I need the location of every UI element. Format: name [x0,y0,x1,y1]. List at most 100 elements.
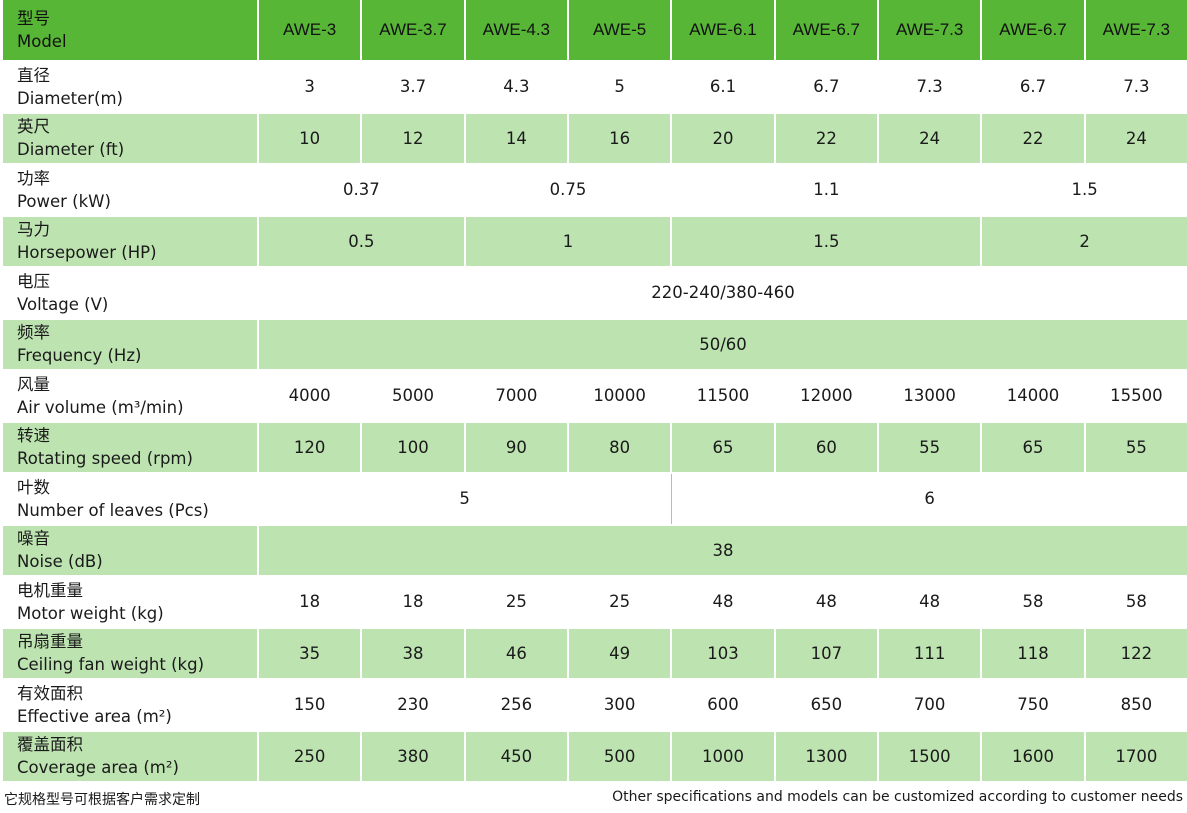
row-label-cn: 转速 [17,426,50,446]
row-label: 直径 Diameter(m) [3,62,257,112]
value-cell: 1 [465,216,671,266]
value-cell: 256 [465,680,567,730]
table-row: 有效面积 Effective area (m²) 150 230 256 300 600 65… [3,680,1187,732]
row-label-cn: 吊扇重量 [17,632,83,652]
row-label-cn: 电压 [17,271,50,291]
value-cell: 49 [569,628,671,678]
row-label-cn: 电机重量 [17,580,83,600]
table-row: 功率 Power (kW) 0.37 0.75 1.1 1.5 [3,165,1187,217]
row-label-en: Power (kW) [17,191,111,211]
value-cell: 0.5 [259,216,464,266]
row-label-en: Horsepower (HP) [17,243,157,263]
value-cell: 103 [672,628,774,678]
value-cell: 5 [259,474,671,524]
value-cell: 38 [362,628,464,678]
row-label-cn: 马力 [17,220,50,240]
row-label-en: Effective area (m²) [17,706,172,726]
row-label-en: Diameter(m) [17,88,123,108]
model-header-cell: AWE-6.7 [775,0,877,60]
row-label-cn: 叶数 [17,477,50,497]
value-cell: 120 [259,422,361,472]
row-label: 电机重量 Motor weight (kg) [3,577,257,627]
table-row: 英尺 Diameter (ft) 10 12 14 16 20 22 24 22 24 [3,113,1187,165]
row-label-cn: 风量 [17,374,50,394]
row-label-en: Air volume (m³/min) [17,397,184,417]
value-cell: 55 [1085,422,1187,472]
value-cell: 12000 [775,371,877,421]
header-label: 型号 Model [3,0,257,60]
value-cell: 18 [362,577,464,627]
value-cell: 58 [1085,577,1187,627]
row-label: 噪音 Noise (dB) [3,525,257,575]
value-cell: 10 [259,113,361,163]
value-cell: 1.1 [672,165,981,215]
row-label-cn: 频率 [17,323,50,343]
value-cell: 2 [982,216,1187,266]
value-cell: 65 [982,422,1084,472]
value-cell: 60 [775,422,877,472]
row-label-en: Frequency (Hz) [17,346,142,366]
value-cell: 35 [259,628,361,678]
row-label-cn: 英尺 [17,117,50,137]
row-label-cn: 功率 [17,168,50,188]
value-cell: 38 [259,525,1187,575]
value-cell: 1000 [672,731,774,781]
table-row: 转速 Rotating speed (rpm) 120 100 90 80 65 60 55 65… [3,422,1187,474]
row-label-cn: 覆盖面积 [17,735,83,755]
value-cell: 25 [569,577,671,627]
value-cell: 250 [259,731,361,781]
row-label-en: Motor weight (kg) [17,603,164,623]
value-cell: 20 [672,113,774,163]
table-row: 风量 Air volume (m³/min) 4000 5000 7000 10000 11… [3,371,1187,423]
row-label-en: Diameter (ft) [17,140,125,160]
value-cell: 600 [672,680,774,730]
value-cell: 7.3 [879,62,981,112]
model-header-cell: AWE-6.7 [982,0,1084,60]
value-cell: 220-240/380-460 [259,268,1187,318]
value-cell: 5000 [362,371,464,421]
value-cell: 22 [982,113,1084,163]
value-cell: 230 [362,680,464,730]
row-label: 电压 Voltage (V) [3,268,257,318]
value-cell: 6.7 [982,62,1084,112]
value-cell: 6.7 [775,62,877,112]
row-label-en: Ceiling fan weight (kg) [17,655,205,675]
model-header-cell: AWE-3 [259,0,361,60]
row-label: 转速 Rotating speed (rpm) [3,422,257,472]
value-cell: 24 [879,113,981,163]
model-header-cell: AWE-7.3 [879,0,981,60]
value-cell: 7.3 [1085,62,1187,112]
value-cell: 90 [465,422,567,472]
value-cell: 15500 [1085,371,1187,421]
row-label-cn: 噪音 [17,529,50,549]
row-label-en: Number of leaves (Pcs) [17,500,209,520]
value-cell: 16 [569,113,671,163]
model-header-cell: AWE-4.3 [465,0,567,60]
footer-note-en: Other specifications and models can be c… [612,789,1183,805]
row-label-en: Rotating speed (rpm) [17,449,193,469]
value-cell: 4000 [259,371,361,421]
footer: 它规格型号可根据客户需求定制 Other specifications and … [0,789,1187,811]
row-label-cn: 有效面积 [17,683,83,703]
value-cell: 65 [672,422,774,472]
table-row: 电机重量 Motor weight (kg) 18 18 25 25 48 48 48 58 58 [3,577,1187,629]
value-cell: 100 [362,422,464,472]
table-row: 覆盖面积 Coverage area (m²) 250 380 450 500 1000 13… [3,731,1187,783]
value-cell: 450 [465,731,567,781]
value-cell: 650 [775,680,877,730]
row-label: 有效面积 Effective area (m²) [3,680,257,730]
model-header-cell: AWE-6.1 [672,0,774,60]
value-cell: 14 [465,113,567,163]
value-cell: 850 [1085,680,1187,730]
value-cell: 48 [879,577,981,627]
value-cell: 22 [775,113,877,163]
header-label-cn: 型号 [17,9,50,28]
value-cell: 3 [259,62,361,112]
value-cell: 6.1 [672,62,774,112]
value-cell: 11500 [672,371,774,421]
row-label: 叶数 Number of leaves (Pcs) [3,474,257,524]
value-cell: 7000 [465,371,567,421]
table-row: 马力 Horsepower (HP) 0.5 1 1.5 2 [3,216,1187,268]
row-label: 马力 Horsepower (HP) [3,216,257,266]
row-label: 风量 Air volume (m³/min) [3,371,257,421]
